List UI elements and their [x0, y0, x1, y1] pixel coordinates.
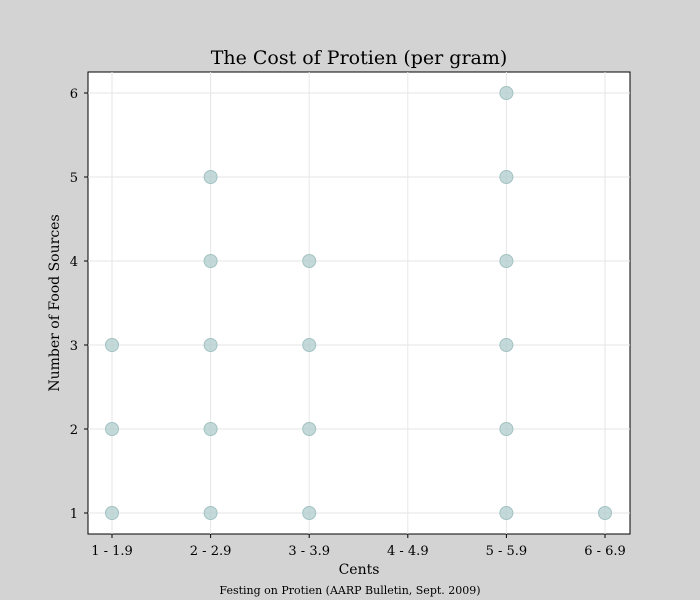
- scatter-point: [499, 338, 514, 352]
- axis-ticks: 1 - 1.9 2 - 2.9 3 - 3.9 4 - 4.9 5 - 5.9 6 - 6…: [70, 87, 626, 559]
- scatter-point: [302, 506, 317, 520]
- scatter-point: [105, 506, 119, 520]
- x-tick-label: 4 - 4.9: [387, 544, 429, 559]
- scatter-point: [105, 422, 119, 436]
- y-tick-label: 5: [70, 171, 78, 186]
- x-tick-label: 1 - 1.9: [91, 544, 133, 559]
- scatter-point: [203, 506, 218, 520]
- scatter-point: [203, 338, 218, 352]
- source-note: Festing on Protien (AARP Bulletin, Sept.…: [219, 584, 480, 597]
- scatter-point: [598, 506, 612, 520]
- scatter-point: [499, 86, 514, 100]
- y-tick-label: 6: [70, 87, 78, 102]
- chart-title: The Cost of Protien (per gram): [211, 47, 508, 69]
- scatter-point: [203, 170, 218, 184]
- scatter-point: [203, 422, 218, 436]
- scatter-point: [302, 254, 317, 268]
- x-tick-label: 3 - 3.9: [288, 544, 330, 559]
- y-tick-label: 2: [70, 423, 78, 438]
- scatter-point: [499, 506, 514, 520]
- scatter-point: [105, 338, 119, 352]
- x-tick-label: 6 - 6.9: [584, 544, 626, 559]
- scatter-point: [302, 338, 317, 352]
- data-points: [105, 86, 612, 520]
- scatter-point: [302, 422, 317, 436]
- x-axis-label: Cents: [339, 562, 380, 578]
- x-tick-label: 2 - 2.9: [190, 544, 232, 559]
- scatter-point: [499, 254, 514, 268]
- scatter-point: [203, 254, 218, 268]
- y-tick-label: 4: [70, 255, 78, 270]
- y-tick-label: 1: [70, 507, 78, 522]
- scatter-point: [499, 422, 514, 436]
- grid-lines: [88, 72, 630, 534]
- plot-area: [87, 71, 631, 535]
- y-tick-label: 3: [70, 339, 78, 354]
- x-tick-label: 5 - 5.9: [486, 544, 528, 559]
- y-axis-label: Number of Food Sources: [47, 214, 63, 391]
- scatter-point: [499, 170, 514, 184]
